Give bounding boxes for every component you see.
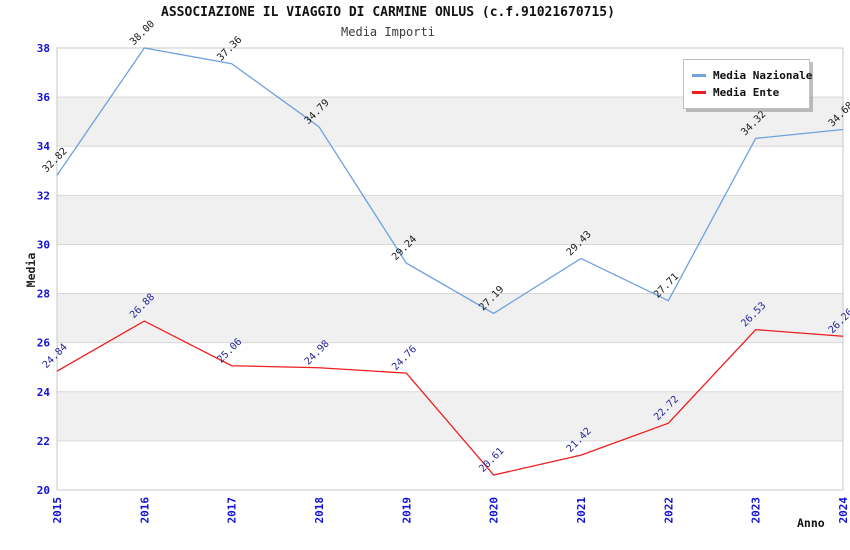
series-line-media-ente bbox=[56, 320, 844, 476]
x-tick-label: 2016 bbox=[138, 497, 151, 524]
y-tick-label: 20 bbox=[37, 484, 50, 497]
plot-border bbox=[56, 47, 844, 491]
series-line-media-nazionale bbox=[56, 47, 844, 315]
x-tick-label: 2015 bbox=[51, 497, 64, 524]
point-label: 24.76 bbox=[390, 344, 419, 373]
legend-label: Media Nazionale bbox=[713, 69, 813, 82]
y-tick-label: 28 bbox=[37, 288, 50, 301]
y-tick-label: 38 bbox=[37, 42, 50, 55]
plot-band bbox=[57, 293, 843, 343]
chart-subtitle: Media Importi bbox=[341, 25, 435, 39]
legend: Media Nazionale Media Ente bbox=[683, 59, 812, 109]
y-tick-label: 34 bbox=[37, 140, 51, 153]
legend-item-media-ente: Media Ente bbox=[692, 85, 801, 100]
x-axis-label: Anno bbox=[797, 516, 825, 530]
chart-title: ASSOCIAZIONE IL VIAGGIO DI CARMINE ONLUS… bbox=[161, 5, 615, 20]
x-tick-label: 2021 bbox=[575, 497, 588, 524]
x-tick-label: 2019 bbox=[400, 497, 413, 524]
x-tick-label: 2020 bbox=[488, 497, 501, 524]
y-tick-label: 30 bbox=[37, 238, 50, 251]
legend-label: Media Ente bbox=[713, 86, 780, 99]
legend-item-media-nazionale: Media Nazionale bbox=[692, 68, 812, 83]
x-tick-label: 2018 bbox=[313, 497, 326, 524]
legend-line-marker-red bbox=[692, 91, 706, 94]
y-tick-label: 22 bbox=[37, 435, 50, 448]
y-tick-label: 32 bbox=[37, 189, 50, 202]
y-tick-label: 24 bbox=[37, 386, 51, 399]
x-tick-label: 2017 bbox=[226, 497, 239, 524]
plot-band bbox=[57, 391, 843, 441]
y-axis-label: Media bbox=[24, 252, 38, 288]
x-tick-label: 2024 bbox=[837, 497, 850, 524]
legend-line-marker-blue bbox=[692, 74, 706, 77]
y-tick-label: 36 bbox=[37, 91, 51, 104]
y-tick-label: 26 bbox=[37, 337, 51, 350]
x-tick-label: 2022 bbox=[662, 497, 675, 524]
plot-band bbox=[57, 195, 843, 245]
x-tick-label: 2023 bbox=[750, 497, 763, 524]
